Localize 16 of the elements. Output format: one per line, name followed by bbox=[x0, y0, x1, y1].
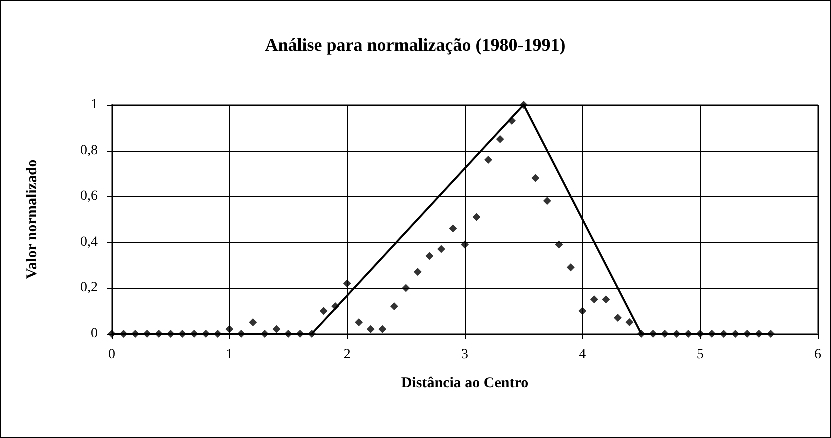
x-tick-label: 5 bbox=[696, 348, 704, 362]
x-tick-label: 2 bbox=[344, 348, 351, 362]
chart-title: Análise para normalização (1980-1991) bbox=[265, 35, 566, 55]
x-tick-label: 0 bbox=[108, 348, 116, 362]
y-axis-title: Valor normalizado bbox=[24, 160, 40, 280]
y-tick-label: 0,2 bbox=[80, 280, 98, 296]
x-tick-label: 6 bbox=[814, 348, 822, 362]
x-tick-label: 1 bbox=[226, 348, 234, 362]
x-axis-title: Distância ao Centro bbox=[401, 376, 529, 392]
y-tick-label: 0,4 bbox=[80, 234, 98, 250]
y-tick-label: 0,8 bbox=[80, 143, 98, 158]
x-tick-label: 3 bbox=[462, 348, 468, 362]
x-tick-label: 4 bbox=[579, 348, 586, 362]
y-tick-label: 1 bbox=[91, 98, 98, 112]
y-tick-label: 0,6 bbox=[80, 189, 98, 204]
y-tick-label: 0 bbox=[91, 326, 98, 342]
